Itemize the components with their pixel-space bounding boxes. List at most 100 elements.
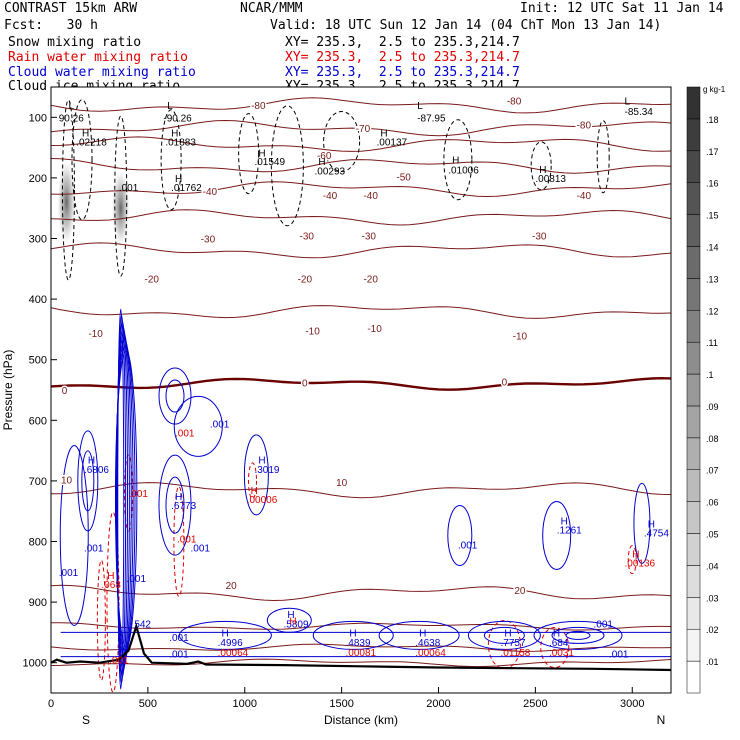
rain-contour-6 <box>540 627 570 669</box>
extremum-label: .001 <box>210 419 230 430</box>
terrain-line <box>51 622 671 672</box>
temperature-label: 10 <box>336 478 348 489</box>
y-tick-label: 700 <box>29 476 47 488</box>
extremum-label: .068 <box>101 580 121 591</box>
contour-labels: -80 -80 -80 -70 -60 -50 -40 -40 -40 -40 -30 -30 -30 -… <box>59 95 670 667</box>
x-axis-label: Distance (km) <box>324 713 398 727</box>
extremum-label: .001 <box>458 541 478 552</box>
colorbar-tick-label: .18 <box>706 115 719 125</box>
temperature-label: -10 <box>513 331 528 342</box>
extremum-label: H <box>251 486 258 497</box>
endpoint-north: N <box>657 713 666 727</box>
extremum-label: .1261 <box>557 525 582 536</box>
isotherm-20 <box>51 584 671 602</box>
extremum-label: .00136 <box>625 559 656 570</box>
snow-contours <box>61 99 610 281</box>
x-tick-label: 1500 <box>329 698 353 710</box>
cloud-tower-7 <box>114 350 138 648</box>
colorbar-cell <box>686 597 701 630</box>
y-axis-label: Pressure (hPa) <box>1 350 15 431</box>
snow-shade-1 <box>111 170 130 247</box>
temperature-contours <box>51 97 671 668</box>
isotherm--20 <box>51 242 671 259</box>
extremum-label: .001 <box>191 544 211 555</box>
forecast-hour: Fcst: 30 h <box>4 18 98 33</box>
temperature-label: -10 <box>305 327 320 338</box>
x-tick-label: 500 <box>139 698 157 710</box>
legend-cloudwater-xy: XY= 235.3, 2.5 to 235.3,214.7 <box>285 65 520 80</box>
colorbar-tick-label: .01 <box>706 657 719 667</box>
extremum-label: .001 <box>129 489 149 500</box>
temperature-label: -60 <box>317 151 332 162</box>
colorbar-cell <box>686 501 701 534</box>
extremum-label: -90.26 <box>163 113 192 124</box>
cloud-low-8 <box>565 630 591 640</box>
extremum-label: H <box>380 128 387 139</box>
temperature-label: -10 <box>88 329 103 340</box>
extremum-label: .01883 <box>165 138 196 149</box>
colorbar-cell <box>686 150 701 183</box>
extremum-label: H <box>88 456 95 467</box>
extremum-label: H <box>553 628 560 639</box>
x-tick-label: 3000 <box>620 698 644 710</box>
y-tick-label: 800 <box>29 537 47 549</box>
colorbar-tick-label: .1 <box>706 370 714 380</box>
rain-contour-1 <box>106 511 120 693</box>
rain-contour-4 <box>248 462 257 500</box>
temperature-label: -40 <box>577 191 592 202</box>
cloud-cell-4 <box>158 454 192 556</box>
cloud-cell-9 <box>633 482 651 564</box>
x-tick-label: 0 <box>48 698 54 710</box>
y-tick-label: 200 <box>29 173 47 185</box>
temperature-label: -40 <box>323 191 338 202</box>
colorbar-cell <box>686 565 701 598</box>
extremum-label: .4754 <box>644 528 669 539</box>
snow-shade-0 <box>57 160 76 245</box>
extremum-label: L <box>625 96 631 107</box>
extremum-label: H <box>287 610 294 621</box>
extremum-label: .00064 <box>415 648 446 659</box>
rain-contour-0 <box>124 454 133 532</box>
extremum-label: .6806 <box>84 465 109 476</box>
extremum-label: .02218 <box>76 138 107 149</box>
extremum-label: H <box>258 456 265 467</box>
rain-contour-2 <box>96 559 106 681</box>
terrain-profile <box>51 622 671 672</box>
y-tick-label: 300 <box>29 234 47 246</box>
extremum-label: .00081 <box>346 648 377 659</box>
extremum-label: .684 <box>549 638 569 649</box>
isotherm--50 <box>51 158 671 174</box>
temperature-label: 20 <box>226 581 238 592</box>
rain-contour-3 <box>173 486 185 597</box>
extremum-label: H <box>349 628 356 639</box>
colorbar: .01 .02 .03 .04 .05 .06 .07 .08 .09 .1 .11 .12 .13 .1… <box>686 85 726 694</box>
extremum-label: .001 <box>127 574 147 585</box>
extremum-label: .3019 <box>254 465 279 476</box>
extremum-label: H <box>171 128 178 139</box>
extremum-label: -85.34 <box>625 107 654 118</box>
extremum-label: H <box>107 571 114 582</box>
extremum-label: .4839 <box>346 638 371 649</box>
cloud-cell-8 <box>542 500 572 570</box>
extremum-label: .0031 <box>549 648 574 659</box>
extremum-label: .00813 <box>535 174 566 185</box>
temperature-label: -30 <box>201 235 216 246</box>
extremum-label: .001 <box>169 633 189 644</box>
isotherm-low-2 <box>51 658 671 668</box>
colorbar-cell <box>686 405 701 439</box>
extremum-label: L <box>417 101 423 112</box>
temperature-label: -20 <box>363 274 378 285</box>
colorbar-cell <box>686 118 701 152</box>
temperature-label: -20 <box>145 274 160 285</box>
isotherm--60 <box>51 136 671 152</box>
colorbar-tick-label: .15 <box>706 211 719 221</box>
colorbar-tick-label: .17 <box>706 147 719 157</box>
extremum-label: L <box>68 101 74 112</box>
extremum-label: .001 <box>169 650 189 661</box>
extremum-label: .001 <box>177 534 197 545</box>
colorbar-cell <box>686 214 701 247</box>
extremum-label: .01762 <box>171 183 202 194</box>
plot-area <box>51 87 671 693</box>
cloud-low-2 <box>312 620 394 650</box>
colorbar-tick-label: .07 <box>706 466 719 476</box>
